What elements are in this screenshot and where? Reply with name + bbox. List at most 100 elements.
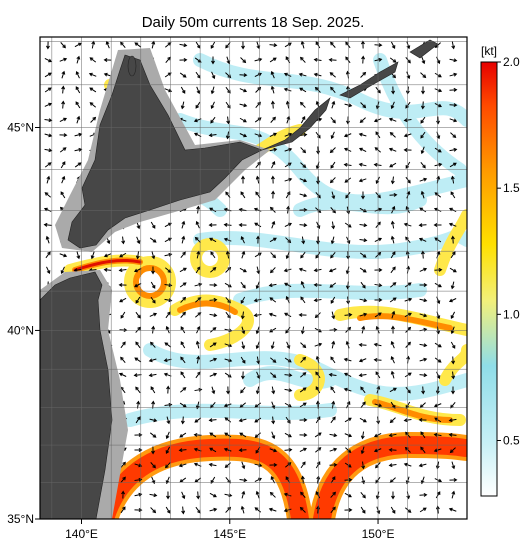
- current-arrow: [449, 103, 458, 108]
- current-arrow: [148, 373, 157, 378]
- current-arrow: [151, 251, 156, 260]
- current-arrow: [149, 418, 158, 423]
- current-arrow: [271, 431, 276, 440]
- current-arrow: [135, 296, 141, 304]
- current-arrow: [405, 176, 411, 184]
- current-arrow: [255, 326, 260, 335]
- current-arrow: [196, 355, 201, 364]
- colorbar-unit: [kt]: [481, 44, 497, 58]
- current-arrow: [329, 177, 336, 184]
- current-arrow: [358, 358, 367, 363]
- current-arrow: [210, 251, 216, 259]
- current-arrow: [344, 507, 353, 512]
- current-arrow: [166, 416, 171, 425]
- current-arrow: [315, 386, 321, 394]
- current-arrow: [241, 341, 246, 350]
- current-arrow: [270, 341, 275, 350]
- current-arrow: [420, 250, 425, 259]
- current-arrow: [389, 162, 397, 168]
- current-arrow: [360, 281, 366, 289]
- current-arrow: [180, 371, 186, 379]
- current-arrow: [120, 461, 126, 468]
- current-arrow: [285, 100, 290, 109]
- current-arrow: [298, 267, 307, 272]
- current-arrow: [136, 236, 141, 245]
- current-arrow: [134, 492, 143, 497]
- current-arrow: [359, 312, 368, 317]
- current-arrow: [299, 417, 308, 422]
- current-arrow: [360, 401, 366, 409]
- current-arrow: [434, 88, 443, 93]
- current-arrow: [269, 462, 278, 467]
- current-arrow: [60, 42, 66, 49]
- current-arrow: [421, 386, 426, 395]
- current-arrow: [433, 207, 442, 212]
- current-arrow: [43, 207, 52, 212]
- current-arrow: [418, 237, 427, 242]
- current-arrow: [330, 131, 335, 140]
- current-arrow: [223, 237, 232, 242]
- current-arrow: [419, 298, 428, 303]
- current-arrow: [120, 476, 126, 484]
- colorbar-tick-label: 0.5: [503, 433, 520, 447]
- current-arrow: [46, 266, 51, 275]
- current-arrow: [240, 235, 245, 244]
- current-arrow: [285, 462, 292, 468]
- current-arrow: [209, 237, 217, 243]
- current-arrow: [391, 86, 396, 95]
- current-arrow: [331, 221, 336, 230]
- current-arrow: [238, 418, 247, 423]
- current-arrow: [225, 131, 230, 140]
- current-arrow: [269, 57, 277, 63]
- current-arrow: [208, 418, 217, 423]
- current-arrow: [269, 147, 278, 152]
- current-arrow: [299, 506, 306, 513]
- current-arrow: [360, 386, 366, 394]
- current-arrow: [133, 373, 142, 378]
- current-arrow: [433, 448, 442, 453]
- current-arrow: [330, 116, 336, 124]
- current-arrow: [196, 250, 201, 259]
- current-arrow: [241, 41, 245, 50]
- colorbar-ticks: 0.5 1.0 1.5 2.0: [497, 55, 520, 447]
- current-arrow: [166, 385, 171, 394]
- current-arrow: [164, 88, 173, 93]
- current-arrow: [270, 252, 277, 259]
- current-arrow: [283, 87, 292, 92]
- current-arrow: [253, 207, 262, 212]
- current-arrow: [134, 508, 143, 513]
- current-arrow: [240, 311, 245, 320]
- current-arrow: [404, 297, 413, 302]
- current-arrow: [45, 41, 50, 50]
- current-arrow: [134, 448, 143, 452]
- current-arrow: [253, 313, 262, 318]
- current-arrow: [135, 416, 141, 424]
- current-arrow: [284, 177, 293, 182]
- current-arrow: [269, 357, 277, 363]
- current-arrow: [149, 493, 158, 498]
- current-arrow: [361, 55, 366, 64]
- current-arrow: [61, 100, 66, 109]
- current-arrow: [178, 463, 187, 468]
- current-arrow: [434, 267, 443, 272]
- current-arrow: [403, 133, 412, 138]
- current-arrow: [271, 386, 276, 395]
- current-arrow: [255, 341, 260, 350]
- x-tick-label: 140°E: [65, 527, 98, 541]
- current-arrow: [181, 491, 186, 500]
- current-arrow: [390, 101, 395, 110]
- current-arrow: [196, 86, 201, 95]
- current-arrow: [420, 431, 426, 439]
- current-arrow: [45, 251, 51, 259]
- current-arrow: [239, 117, 247, 123]
- current-arrow: [255, 175, 260, 184]
- current-arrow: [420, 161, 426, 169]
- current-arrow: [119, 297, 127, 303]
- current-arrow: [360, 102, 367, 109]
- graticule: [40, 37, 467, 519]
- current-arrow: [449, 162, 457, 168]
- current-arrow: [330, 236, 335, 245]
- current-arrow: [328, 57, 337, 62]
- current-arrow: [61, 85, 66, 94]
- current-arrow: [181, 235, 186, 244]
